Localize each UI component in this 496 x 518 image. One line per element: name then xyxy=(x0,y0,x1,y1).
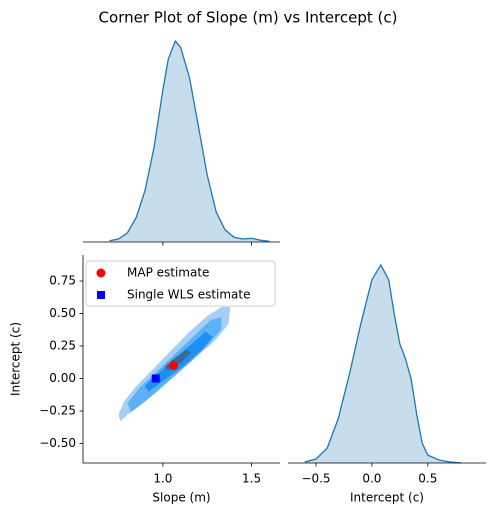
point xyxy=(151,374,160,383)
x-tick-label: −0.5 xyxy=(301,472,330,486)
legend-marker xyxy=(97,291,105,299)
legend-label: Single WLS estimate xyxy=(127,288,251,302)
x-tick-label: 0.0 xyxy=(362,472,381,486)
y-tick-label: 0.25 xyxy=(49,339,76,353)
legend-box xyxy=(85,260,276,307)
x-tick-label: 1.5 xyxy=(242,472,261,486)
y-axis-label: Intercept (c) xyxy=(9,322,23,396)
x-tick-label: 0.5 xyxy=(418,472,437,486)
x-axis-label: Intercept (c) xyxy=(350,491,424,505)
legend-label: MAP estimate xyxy=(127,266,209,280)
kde-area xyxy=(304,264,462,463)
chart-title: Corner Plot of Slope (m) vs Intercept (c… xyxy=(99,9,398,27)
kde-area xyxy=(109,41,270,242)
kde-line xyxy=(109,39,270,243)
x-tick-label: 1.0 xyxy=(153,472,172,486)
y-tick-label: −0.50 xyxy=(39,436,76,450)
point xyxy=(169,361,179,370)
legend-marker xyxy=(96,268,106,278)
kde-line xyxy=(304,263,462,464)
y-tick-label: 0.50 xyxy=(49,306,76,320)
y-tick-label: 0.00 xyxy=(49,371,76,385)
y-tick-label: 0.75 xyxy=(49,274,76,288)
x-axis-label: Slope (m) xyxy=(152,491,210,505)
y-tick-label: −0.25 xyxy=(39,404,76,418)
